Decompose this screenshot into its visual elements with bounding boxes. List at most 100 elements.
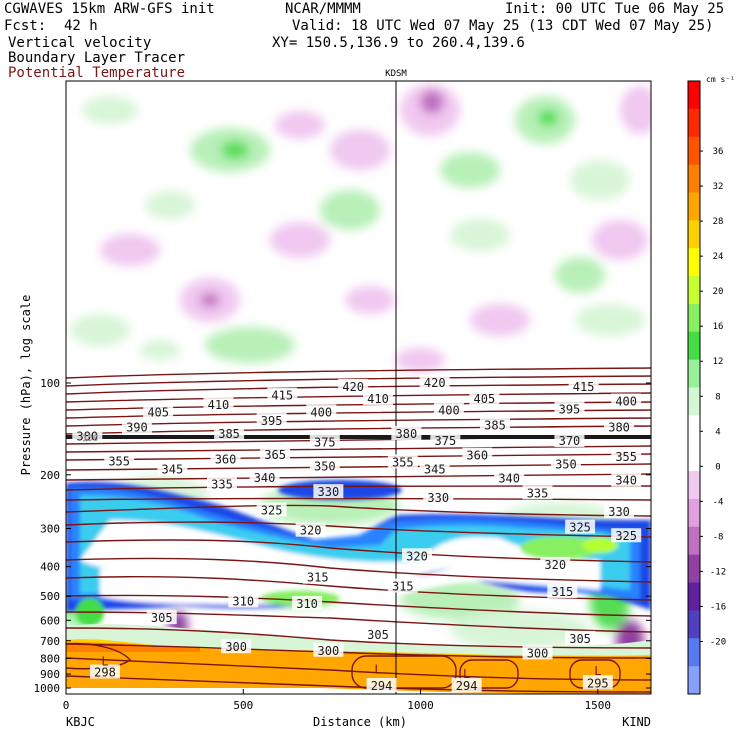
colorbar-label: 36 bbox=[713, 147, 724, 157]
theta-label: 345 bbox=[162, 462, 184, 476]
colorbar-label: 24 bbox=[713, 252, 724, 262]
theta-label: 355 bbox=[108, 455, 130, 469]
theta-label-bg bbox=[611, 449, 642, 464]
valid-time: Valid: 18 UTC Wed 07 May 25 (13 CDT Wed … bbox=[292, 18, 714, 34]
theta-label: 310 bbox=[232, 594, 254, 608]
colorbar-swatch bbox=[688, 610, 700, 639]
colorbar-swatch bbox=[688, 638, 700, 667]
theta-label: 405 bbox=[474, 392, 496, 406]
colorbar-swatch bbox=[688, 331, 700, 361]
theta-label: 295 bbox=[587, 676, 609, 690]
theta-label: 410 bbox=[208, 398, 230, 412]
theta-label-bg bbox=[203, 396, 234, 411]
colorbar-label: 12 bbox=[713, 357, 724, 367]
theta-label-bg bbox=[72, 428, 103, 443]
vertical-velocity-blobs-upper bbox=[70, 84, 651, 372]
colorbar-swatch bbox=[688, 582, 700, 611]
colorbar-swatch bbox=[688, 276, 700, 305]
theta-label-bg bbox=[207, 476, 237, 491]
colorbar-label: 16 bbox=[713, 322, 724, 332]
theta-label: 400 bbox=[438, 403, 460, 417]
field-boundary-layer-tracer: Boundary Layer Tracer bbox=[8, 50, 186, 66]
theta-label-bg bbox=[430, 433, 461, 448]
theta-label-bg bbox=[419, 461, 450, 476]
theta-label: 400 bbox=[310, 406, 332, 420]
theta-label-bg bbox=[249, 470, 280, 485]
theta-label: 410 bbox=[367, 392, 389, 406]
theta-label: 395 bbox=[559, 402, 581, 416]
theta-label-bg bbox=[604, 504, 635, 519]
colorbar-label: -20 bbox=[710, 637, 726, 647]
theta-label: 360 bbox=[466, 449, 488, 463]
theta-label-bg bbox=[565, 630, 596, 645]
theta-label: 385 bbox=[484, 419, 506, 433]
theta-label: 355 bbox=[392, 455, 414, 469]
y-tick-label: 900 bbox=[40, 668, 60, 681]
y-tick-label: 1000 bbox=[34, 682, 61, 695]
theta-label-bg bbox=[363, 626, 393, 641]
y-tick-label: 600 bbox=[40, 614, 60, 627]
theta-label: 330 bbox=[427, 491, 449, 505]
theta-label-bg bbox=[214, 426, 245, 441]
right-station-label: KIND bbox=[622, 715, 651, 729]
colorbar-swatch bbox=[688, 526, 700, 556]
model-title: CGWAVES 15km ARW-GFS init bbox=[4, 1, 215, 17]
tracer-level-label: 150 bbox=[82, 434, 98, 444]
colorbar-swatch bbox=[688, 359, 700, 388]
colorbar-swatch bbox=[688, 164, 700, 193]
theta-label-bg bbox=[309, 458, 340, 473]
colorbar-swatch bbox=[688, 303, 700, 333]
colorbar-label: -8 bbox=[713, 532, 724, 542]
theta-label: 325 bbox=[261, 504, 283, 518]
colorbar-swatch bbox=[688, 666, 700, 695]
theta-label: 335 bbox=[211, 477, 233, 491]
theta-label: 335 bbox=[527, 486, 549, 500]
theta-label-bg bbox=[554, 401, 585, 416]
theta-label-bg bbox=[306, 404, 337, 419]
theta-label: 320 bbox=[406, 549, 428, 563]
x-axis-label: Distance (km) bbox=[313, 715, 407, 729]
org-label: NCAR/MMMM bbox=[285, 1, 361, 17]
y-tick-label: 100 bbox=[40, 377, 60, 390]
theta-label: 300 bbox=[318, 644, 340, 658]
y-tick-label: 800 bbox=[40, 652, 60, 665]
forecast-label: Fcst: bbox=[4, 18, 47, 34]
theta-label: 415 bbox=[271, 389, 293, 403]
theta-label: 365 bbox=[264, 448, 286, 462]
plot-frame bbox=[65, 80, 652, 695]
theta-label-bg bbox=[292, 595, 323, 610]
low-label: L bbox=[463, 667, 470, 681]
colorbar-swatch bbox=[688, 387, 700, 416]
theta-label: 325 bbox=[615, 529, 637, 543]
colorbar-swatch bbox=[688, 415, 700, 444]
theta-label-bg bbox=[387, 454, 418, 469]
theta-label-bg bbox=[143, 404, 174, 419]
theta-label: 350 bbox=[314, 460, 336, 474]
left-station-label: KBJC bbox=[66, 715, 95, 729]
theta-label-bg bbox=[90, 664, 120, 679]
theta-label: 415 bbox=[573, 380, 595, 394]
colorbar-swatch bbox=[688, 443, 700, 472]
theta-label-bg bbox=[568, 378, 599, 393]
theta-label: 320 bbox=[544, 558, 566, 572]
terrain bbox=[66, 688, 651, 694]
theta-label: 340 bbox=[498, 472, 520, 486]
theta-label-bg bbox=[366, 677, 397, 692]
theta-label-bg bbox=[309, 434, 340, 449]
theta-label: 315 bbox=[307, 571, 329, 585]
theta-label: 315 bbox=[392, 580, 414, 594]
theta-label-bg bbox=[402, 548, 432, 563]
x-tick-label: 0 bbox=[63, 699, 70, 712]
colorbar-swatch bbox=[688, 81, 700, 110]
theta-label: 305 bbox=[569, 632, 591, 646]
theta-label: 330 bbox=[318, 485, 340, 499]
theta-label-bg bbox=[451, 677, 482, 692]
theta-label: 325 bbox=[569, 521, 591, 535]
theta-label-bg bbox=[611, 528, 642, 543]
theta-label-bg bbox=[387, 578, 418, 593]
theta-label: 380 bbox=[76, 430, 98, 444]
theta-label: 355 bbox=[615, 450, 637, 464]
init-time: Init: 00 UTC Tue 06 May 25 bbox=[505, 1, 725, 17]
theta-label-bg bbox=[480, 417, 510, 432]
